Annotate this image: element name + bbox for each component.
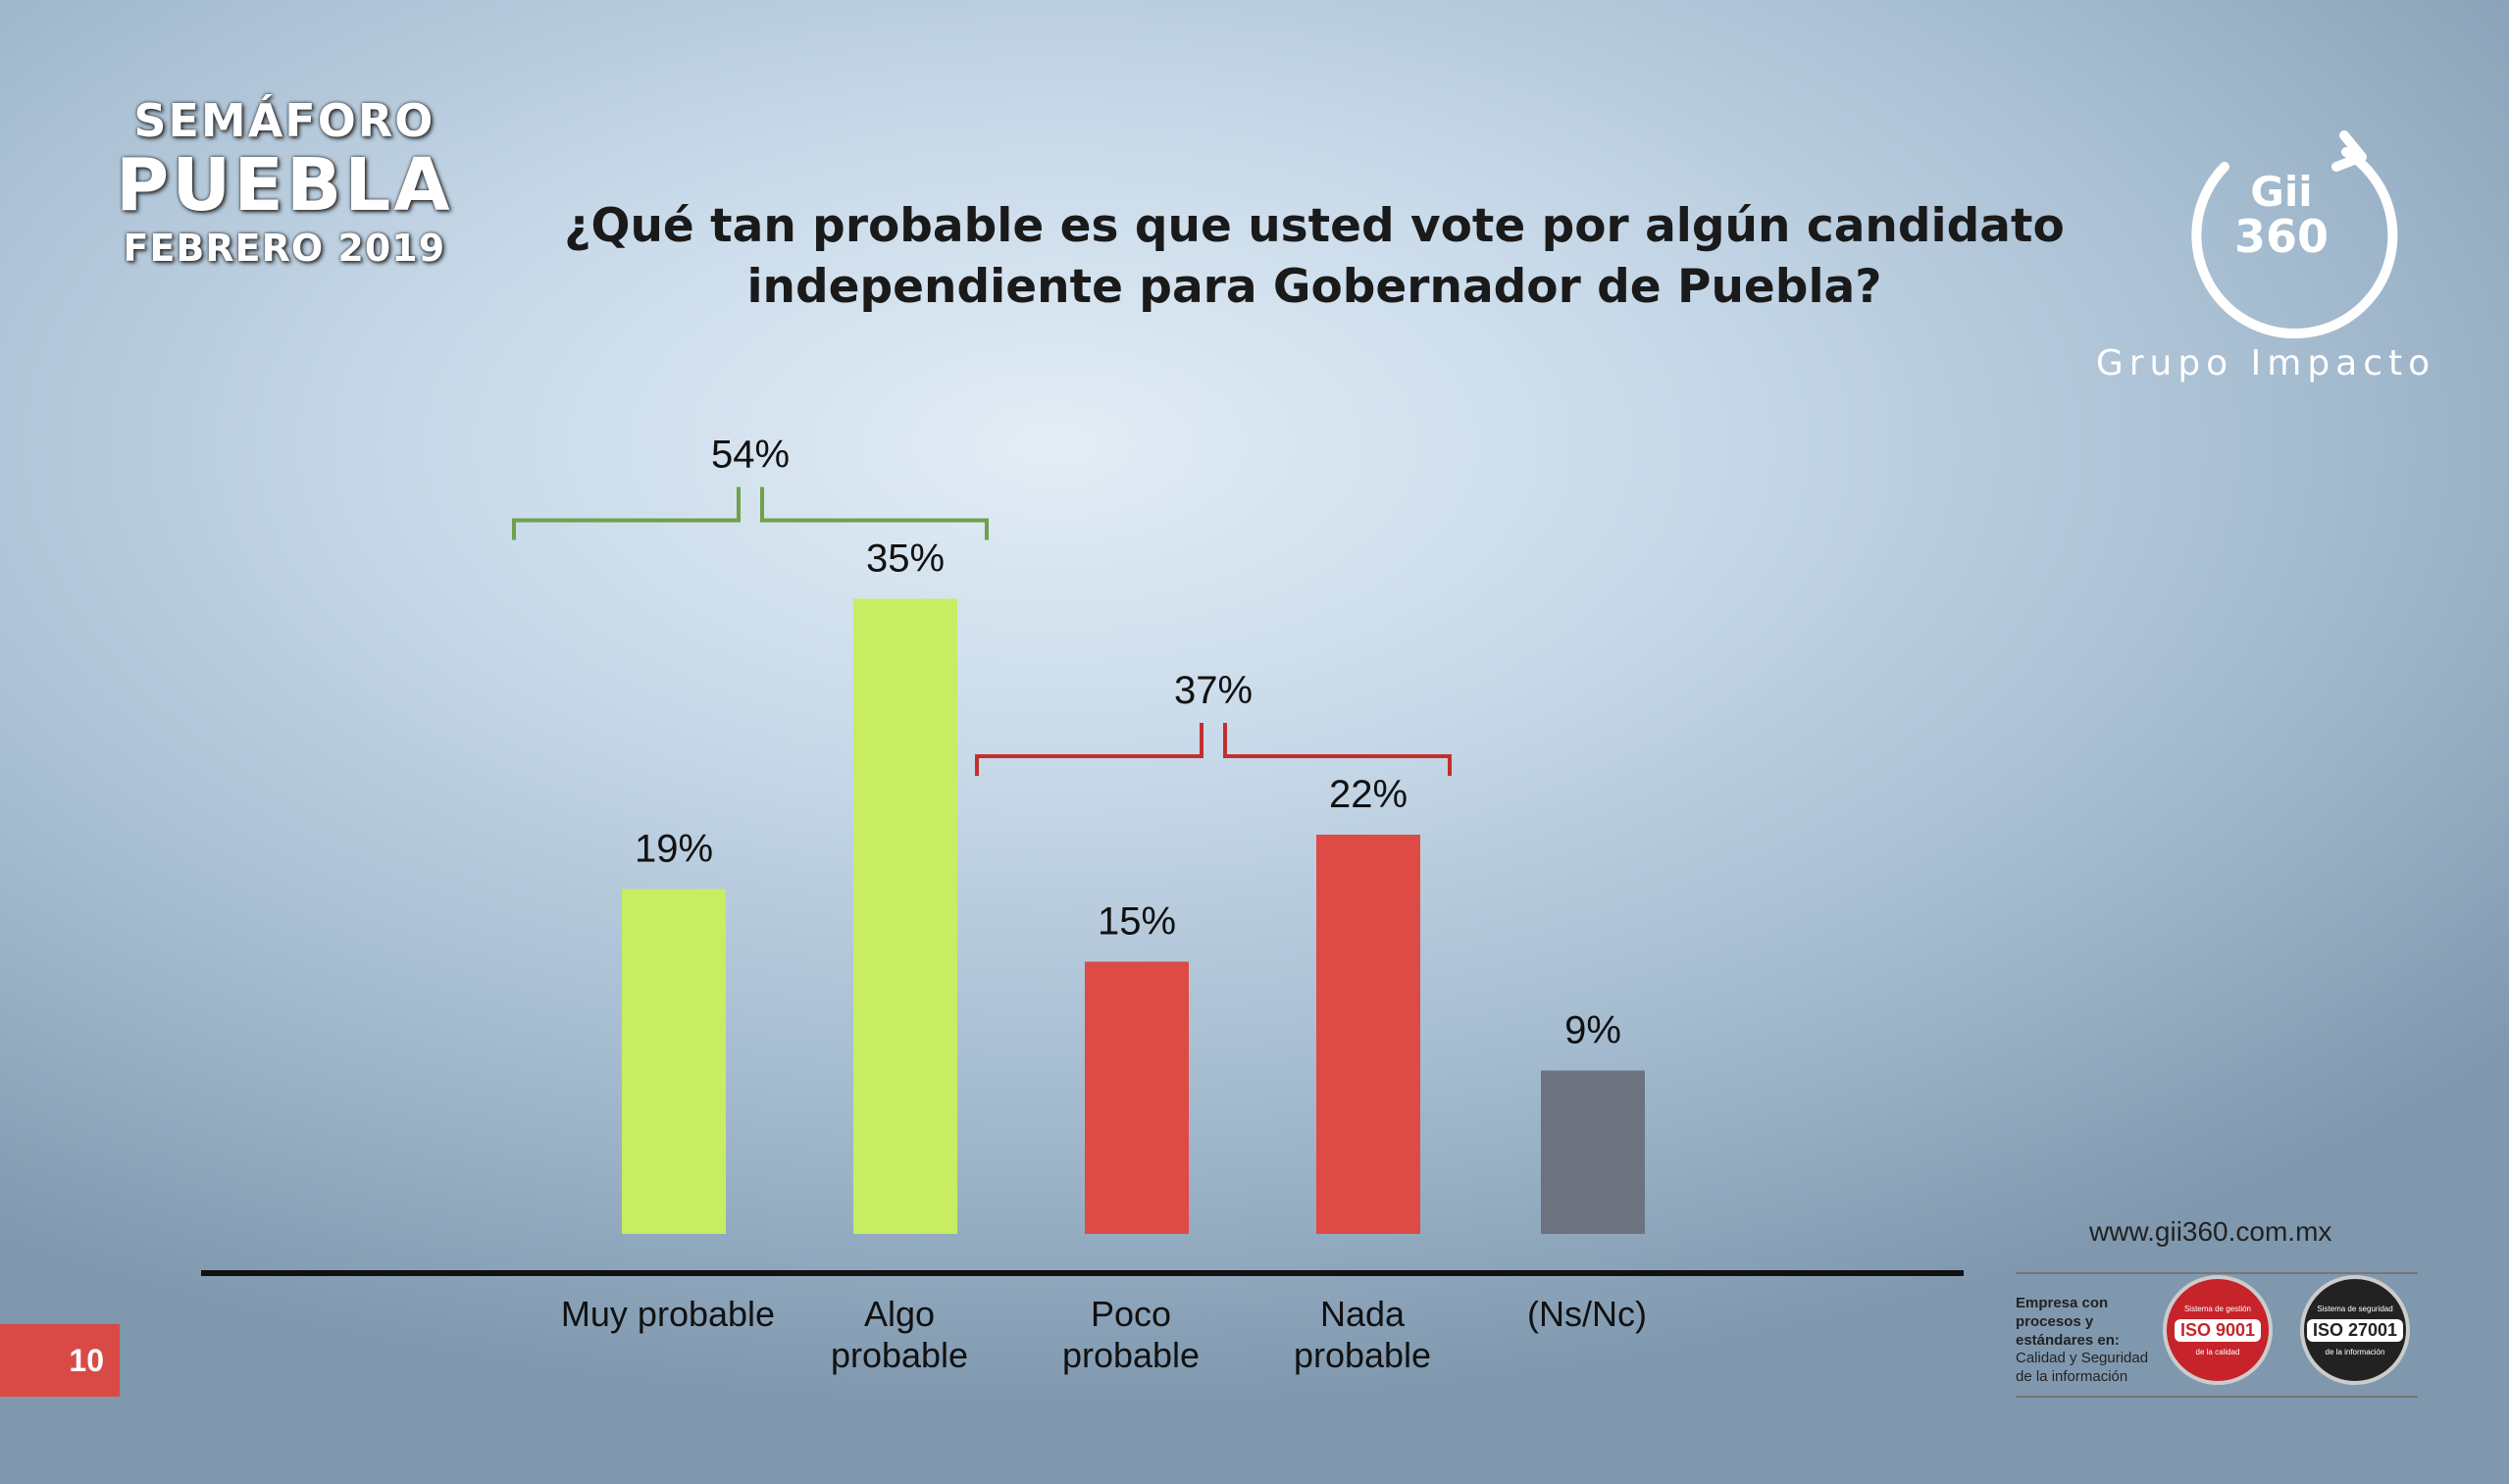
group-bracket-0 [512,486,989,540]
brand-line-2: PUEBLA [116,143,453,228]
brand-line-3: FEBRERO 2019 [123,227,446,270]
bar-value-label-1: 35% [866,537,945,581]
bar-2 [1085,961,1189,1234]
group-total-label-0: 54% [711,434,790,477]
certification-text-bold: Empresa con procesos y estándares en: [2016,1295,2120,1349]
iso-27001-seal-icon: Sistema de seguridad ISO 27001 de la inf… [2300,1275,2410,1385]
bar-value-label-0: 19% [635,828,713,871]
iso-9001-seal-icon: Sistema de gestión ISO 9001 de la calida… [2163,1275,2273,1385]
gii360-logo-icon: Gii 360 [2191,130,2398,338]
x-tick-label-1-0: Algo [864,1294,935,1334]
logo-mark-top: Gii [2250,168,2312,216]
website-url[interactable]: www.gii360.com.mx [2089,1216,2332,1247]
x-tick-label-4-0: (Ns/Nc) [1527,1294,1647,1334]
group-total-label-1: 37% [1174,669,1253,712]
bar-4 [1541,1070,1645,1234]
bar-1 [853,598,957,1234]
x-tick-label-2-1: probable [1062,1335,1200,1375]
iso-9001-ring-bottom: de la calidad [2195,1347,2240,1356]
iso-27001-badge: ISO 27001 [2306,1318,2404,1342]
x-tick-label-3-0: Nada [1320,1294,1406,1334]
bar-value-label-4: 9% [1564,1009,1621,1052]
group-bracket-1 [975,723,1452,776]
footer-divider-bottom [2016,1396,2418,1398]
x-tick-label-0-0: Muy probable [561,1294,775,1334]
iso-9001-badge: ISO 9001 [2174,1318,2262,1342]
certification-text: Empresa con procesos y estándares en: Ca… [2016,1295,2163,1387]
x-tick-label-3-1: probable [1294,1335,1431,1375]
iso-9001-ring-top: Sistema de gestión [2183,1304,2252,1313]
logo-tagline: Grupo Impacto [2095,343,2436,384]
footer-divider-top [2016,1272,2418,1274]
x-tick-label-1-1: probable [831,1335,968,1375]
iso-27001-ring-top: Sistema de seguridad [2317,1304,2393,1313]
x-tick-label-2-0: Poco [1091,1294,1171,1334]
certification-text-normal: Calidad y Seguridad de la información [2016,1350,2149,1385]
chart-title: ¿Qué tan probable es que usted vote por … [564,199,2065,315]
page-number: 10 [0,1324,120,1397]
iso-27001-ring-bottom: de la información [2325,1347,2385,1356]
bar-3 [1316,835,1420,1234]
bar-value-label-3: 22% [1329,773,1408,816]
bar-value-label-2: 15% [1098,900,1176,944]
logo-mark-bottom: 360 [2234,210,2329,263]
bar-0 [622,889,726,1234]
brand-line-1: SEMÁFORO [133,94,435,147]
brand-title: SEMÁFORO PUEBLA FEBRERO 2019 [116,98,453,267]
